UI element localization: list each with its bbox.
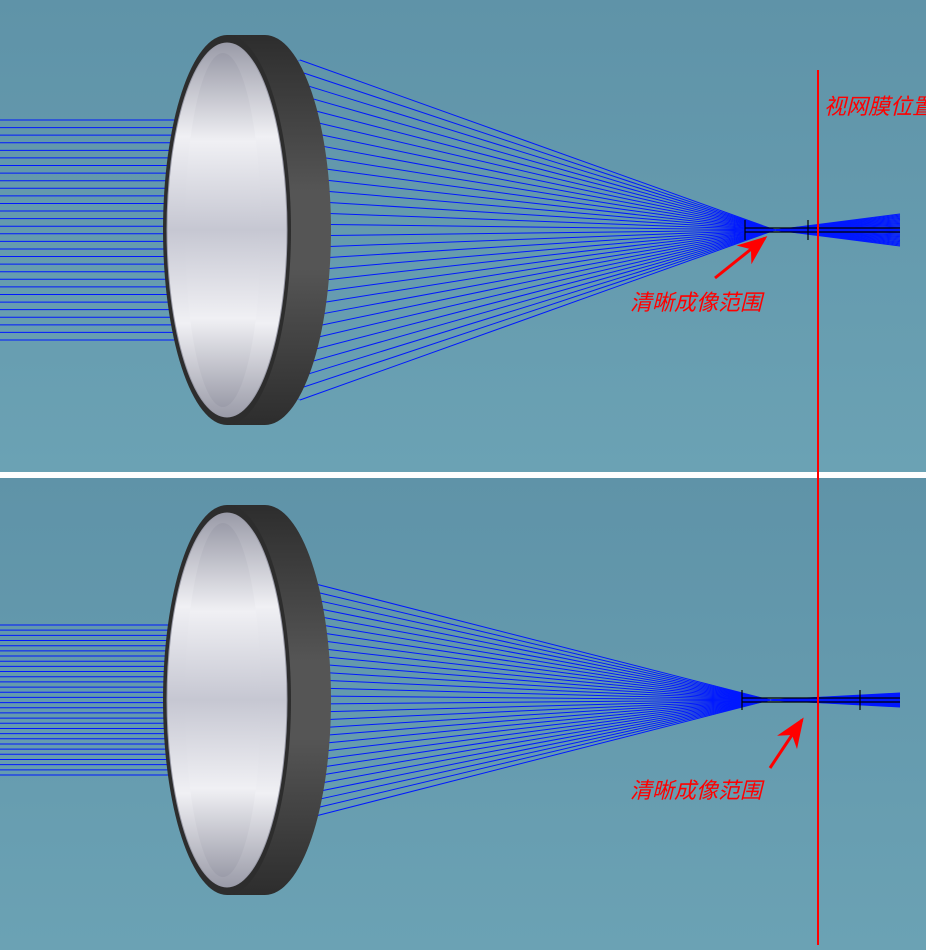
lens-bottom	[163, 505, 331, 895]
lens-top	[163, 35, 331, 425]
label-range-top: 清晰成像范围	[630, 290, 765, 315]
label-retina: 视网膜位置	[824, 94, 926, 119]
label-range-bottom: 清晰成像范围	[630, 778, 765, 803]
panel-gap	[0, 472, 926, 478]
panel-top-bg	[0, 0, 926, 472]
